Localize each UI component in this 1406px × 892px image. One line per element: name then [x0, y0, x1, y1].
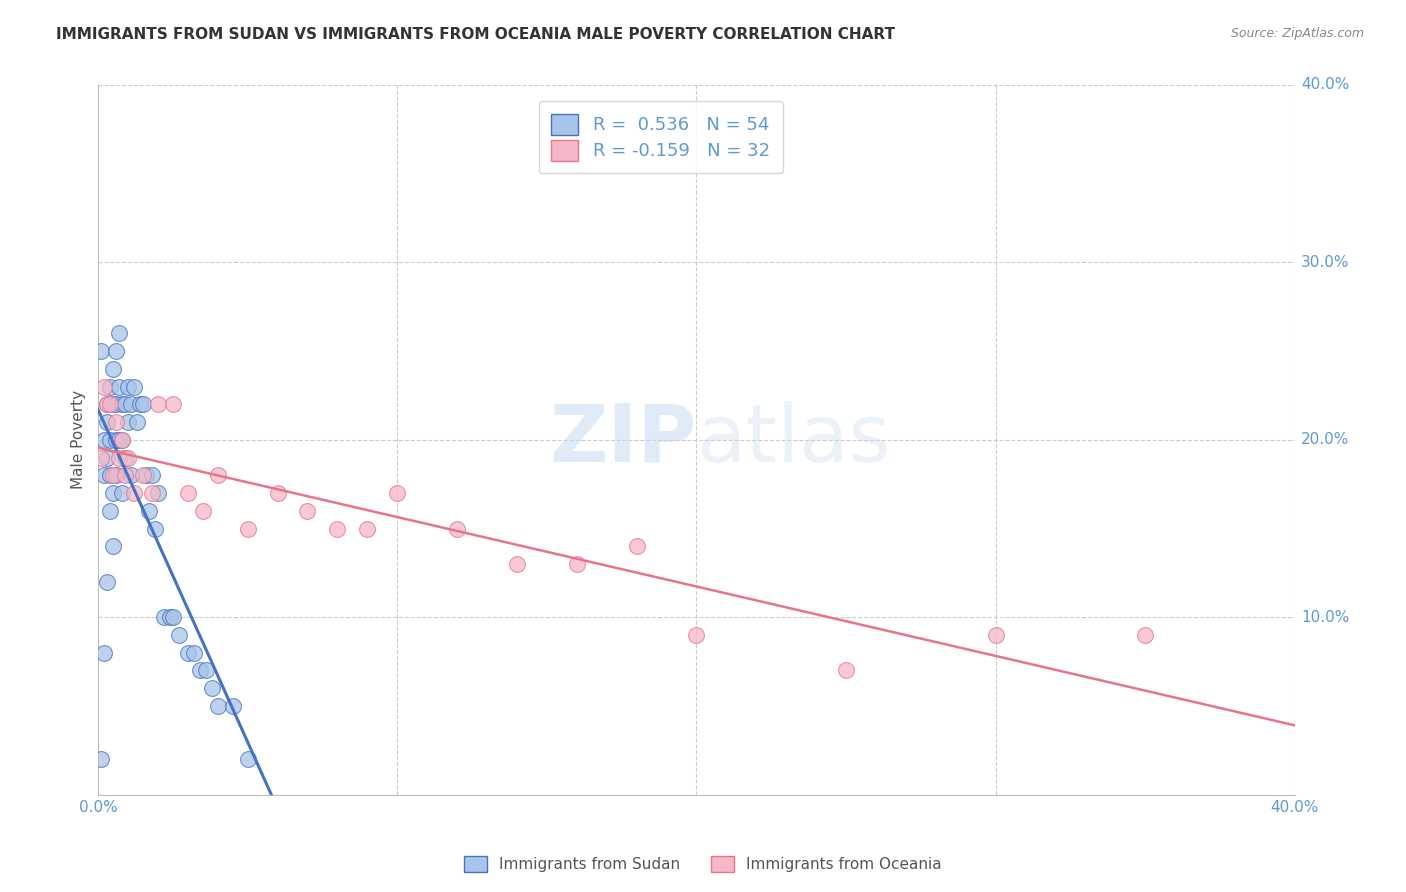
Point: [114, 397, 136, 411]
Point: [108, 433, 131, 447]
Point: [101, 539, 124, 553]
Point: [207, 468, 229, 483]
Point: [117, 379, 139, 393]
Point: [153, 610, 176, 624]
Point: [108, 450, 131, 465]
Point: [93, 646, 115, 660]
Point: [167, 628, 190, 642]
Text: ZIP: ZIP: [550, 401, 696, 479]
Point: [146, 397, 169, 411]
Point: [159, 610, 181, 624]
Point: [183, 646, 205, 660]
Point: [177, 646, 200, 660]
Point: [132, 468, 155, 483]
Point: [446, 522, 468, 536]
Text: 40.0%: 40.0%: [1301, 78, 1350, 93]
Point: [105, 397, 128, 411]
Point: [101, 397, 124, 411]
Legend: R =  0.536   N = 54, R = -0.159   N = 32: R = 0.536 N = 54, R = -0.159 N = 32: [538, 101, 783, 173]
Point: [96, 415, 118, 429]
Point: [387, 486, 409, 500]
Point: [105, 468, 128, 483]
Point: [96, 450, 118, 465]
Point: [105, 415, 128, 429]
Text: 20.0%: 20.0%: [1301, 433, 1350, 447]
Point: [120, 397, 142, 411]
Point: [96, 574, 118, 589]
Text: 30.0%: 30.0%: [1301, 255, 1350, 270]
Point: [101, 486, 124, 500]
Point: [122, 486, 145, 500]
Text: Source: ZipAtlas.com: Source: ZipAtlas.com: [1230, 27, 1364, 40]
Point: [114, 450, 136, 465]
Point: [326, 522, 349, 536]
Point: [117, 415, 139, 429]
Point: [146, 486, 169, 500]
Point: [266, 486, 288, 500]
Y-axis label: Male Poverty: Male Poverty: [72, 391, 86, 490]
Point: [111, 397, 134, 411]
Point: [143, 522, 166, 536]
Point: [191, 504, 214, 518]
Point: [122, 379, 145, 393]
Point: [162, 610, 184, 624]
Point: [101, 362, 124, 376]
Point: [101, 468, 124, 483]
Point: [90, 344, 112, 359]
Point: [984, 628, 1007, 642]
Point: [297, 504, 319, 518]
Point: [565, 557, 588, 571]
Point: [207, 698, 229, 713]
Text: atlas: atlas: [696, 401, 891, 479]
Point: [105, 433, 128, 447]
Point: [356, 522, 378, 536]
Point: [93, 379, 115, 393]
Point: [236, 522, 259, 536]
Point: [98, 379, 121, 393]
Point: [194, 664, 217, 678]
Point: [188, 664, 211, 678]
Point: [90, 450, 112, 465]
Point: [201, 681, 224, 696]
Point: [135, 468, 157, 483]
Legend: Immigrants from Sudan, Immigrants from Oceania: Immigrants from Sudan, Immigrants from O…: [457, 848, 949, 880]
Point: [117, 450, 139, 465]
Point: [120, 468, 142, 483]
Point: [685, 628, 707, 642]
Point: [114, 468, 136, 483]
Point: [506, 557, 529, 571]
Point: [125, 415, 148, 429]
Point: [221, 698, 243, 713]
Point: [162, 397, 184, 411]
Point: [105, 344, 128, 359]
Point: [138, 504, 160, 518]
Point: [108, 326, 131, 341]
Point: [1135, 628, 1157, 642]
Point: [111, 433, 134, 447]
Point: [111, 486, 134, 500]
Point: [93, 433, 115, 447]
Text: 10.0%: 10.0%: [1301, 610, 1350, 624]
Point: [98, 504, 121, 518]
Point: [96, 397, 118, 411]
Text: IMMIGRANTS FROM SUDAN VS IMMIGRANTS FROM OCEANIA MALE POVERTY CORRELATION CHART: IMMIGRANTS FROM SUDAN VS IMMIGRANTS FROM…: [56, 27, 896, 42]
Point: [98, 468, 121, 483]
Point: [835, 664, 858, 678]
Point: [626, 539, 648, 553]
Point: [129, 397, 152, 411]
Point: [98, 397, 121, 411]
Point: [132, 397, 155, 411]
Point: [141, 486, 163, 500]
Point: [98, 433, 121, 447]
Point: [108, 379, 131, 393]
Point: [96, 397, 118, 411]
Point: [93, 468, 115, 483]
Point: [141, 468, 163, 483]
Point: [236, 752, 259, 766]
Point: [90, 752, 112, 766]
Point: [111, 433, 134, 447]
Point: [177, 486, 200, 500]
